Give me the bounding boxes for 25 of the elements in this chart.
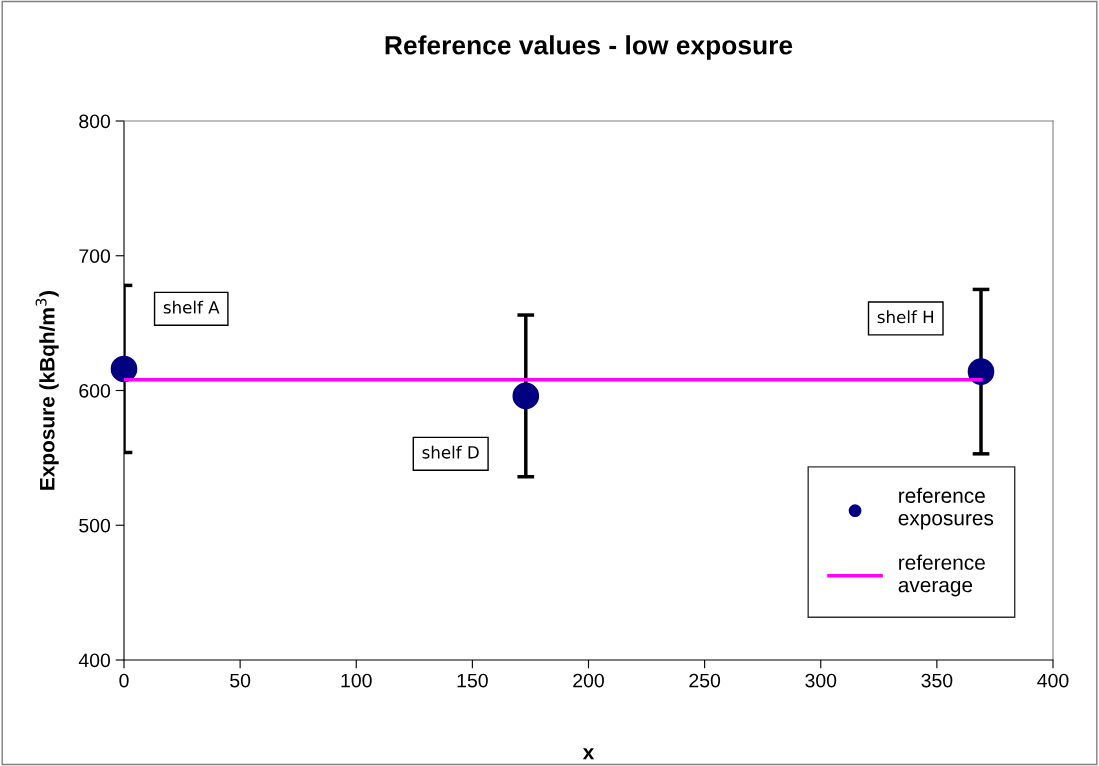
y-tick-label: 400: [78, 653, 111, 668]
x-tick-label: 0: [119, 673, 129, 688]
x-tick-label: 350: [921, 673, 953, 688]
x-tick-label: 400: [1037, 673, 1069, 688]
chart-title: Reference values - low exposure: [385, 35, 793, 60]
point: [110, 355, 138, 383]
x-tick-label: 250: [689, 673, 721, 688]
x-axis-title: x: [582, 748, 595, 760]
legend-label: reference exposures: [898, 487, 994, 530]
x-tick-label: 300: [805, 673, 837, 688]
legend-label: reference average: [898, 554, 985, 597]
y-tick-label: 600: [79, 383, 111, 398]
x-tick-label: 200: [573, 673, 604, 688]
annotation: shelf D: [422, 445, 479, 459]
annotation: shelf A: [163, 300, 220, 314]
y-axis-title: Exposure (kBqh/m$^{3}$): [35, 291, 59, 490]
y-tick-label: 500: [79, 518, 111, 533]
point: [967, 358, 995, 385]
x-tick-label: 50: [230, 673, 251, 688]
y-tick-label: 700: [79, 249, 111, 263]
x-tick-label: 150: [457, 673, 488, 688]
annotation: shelf H: [877, 310, 934, 324]
x-tick-label: 100: [341, 673, 372, 688]
y-tick-label: 800: [79, 114, 111, 129]
point: [512, 382, 540, 410]
